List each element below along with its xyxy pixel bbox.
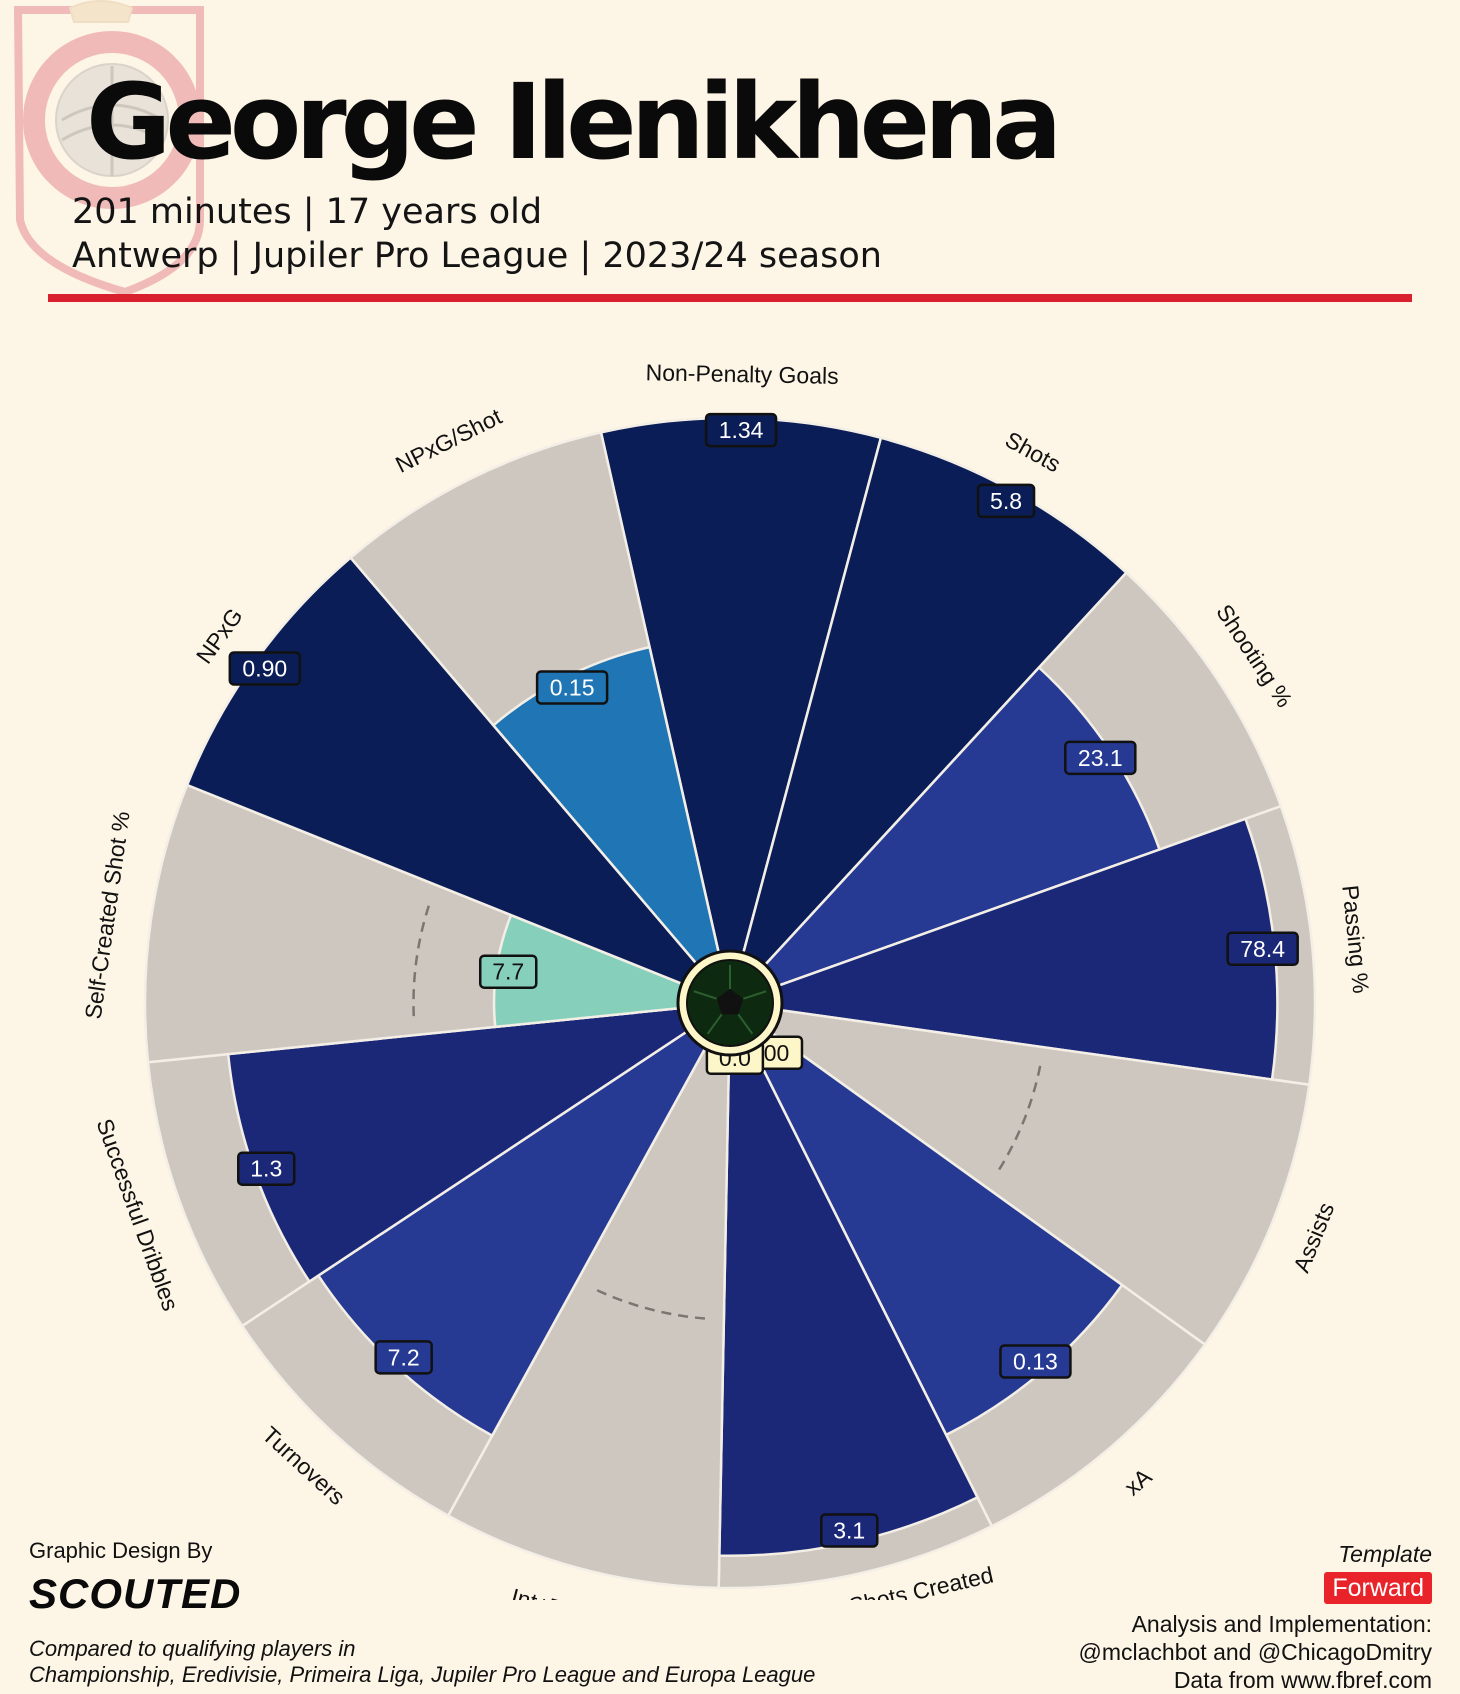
value-label: 1.34 xyxy=(704,412,778,448)
radar-slice xyxy=(773,804,1317,1087)
svg-text:7.7: 7.7 xyxy=(492,959,524,985)
metric-label: xA xyxy=(1119,1463,1157,1501)
value-label: 1.3 xyxy=(237,1151,296,1186)
player-minutes-age: 201 minutes | 17 years old xyxy=(72,192,543,232)
player-club-league-season: Antwerp | Jupiler Pro League | 2023/24 s… xyxy=(72,236,882,276)
median-marker xyxy=(996,1065,1042,1173)
template-and-credits: Template Forward Analysis and Implementa… xyxy=(1078,1540,1433,1694)
header-divider xyxy=(48,294,1412,302)
comparison-line-1: Compared to qualifying players in xyxy=(29,1636,356,1661)
template-badge: Forward xyxy=(1324,1572,1432,1604)
analysis-authors: @mclachbot and @ChicagoDmitry xyxy=(1078,1639,1433,1665)
value-label: 5.8 xyxy=(976,483,1036,519)
scouted-brand-logo: SCOUTED xyxy=(29,1570,242,1617)
radar-slice xyxy=(717,1044,994,1590)
club-crest-logo xyxy=(13,0,204,297)
metric-label: Self-Created Shot % xyxy=(80,810,135,1021)
svg-text:0.15: 0.15 xyxy=(550,674,595,700)
svg-text:3.1: 3.1 xyxy=(833,1517,865,1543)
radar-slice xyxy=(740,436,1129,970)
svg-text:1.3: 1.3 xyxy=(250,1156,282,1182)
value-label: 3.1 xyxy=(819,1513,879,1548)
value-label: 23.1 xyxy=(1064,740,1137,776)
analysis-label: Analysis and Implementation: xyxy=(1131,1611,1432,1637)
value-label: 7.7 xyxy=(478,954,538,989)
value-label: 0.13 xyxy=(999,1344,1072,1379)
value-label: 0.15 xyxy=(535,670,609,705)
metric-label: Shots xyxy=(1001,426,1065,477)
metric-label: Passing % xyxy=(1337,884,1374,995)
player-name: George Ilenikhena xyxy=(86,61,1062,183)
svg-text:5.8: 5.8 xyxy=(990,488,1022,514)
comparison-line-2: Championship, Eredivisie, Primeira Liga,… xyxy=(29,1662,816,1687)
svg-text:0.90: 0.90 xyxy=(242,655,287,681)
metric-label: Assists xyxy=(1288,1199,1339,1276)
svg-text:78.4: 78.4 xyxy=(1240,936,1285,962)
svg-text:7.2: 7.2 xyxy=(388,1344,420,1370)
design-credit: Graphic Design By xyxy=(29,1538,213,1563)
value-label: 7.2 xyxy=(374,1340,433,1375)
metric-label: NPxG/Shot xyxy=(391,403,506,478)
radar-chart: 1.345.823.178.40.000.133.10.07.21.37.70.… xyxy=(80,359,1375,1600)
value-label: 78.4 xyxy=(1226,931,1299,967)
radar-slice xyxy=(348,430,721,969)
football-icon xyxy=(676,949,784,1057)
svg-text:0.13: 0.13 xyxy=(1013,1348,1058,1374)
value-label: 0.90 xyxy=(228,651,302,686)
comparison-note: Compared to qualifying players in Champi… xyxy=(29,1636,815,1688)
svg-text:23.1: 23.1 xyxy=(1078,745,1123,771)
median-marker xyxy=(593,1287,706,1320)
template-label: Template xyxy=(1338,1541,1432,1567)
radar-slice xyxy=(143,783,688,1064)
svg-text:1.34: 1.34 xyxy=(719,417,764,443)
median-marker xyxy=(412,902,431,1017)
metric-label: Non-Penalty Goals xyxy=(645,359,839,389)
data-source: Data from www.fbref.com xyxy=(1173,1667,1432,1693)
metric-label: Int+Tackles xyxy=(508,1583,626,1600)
